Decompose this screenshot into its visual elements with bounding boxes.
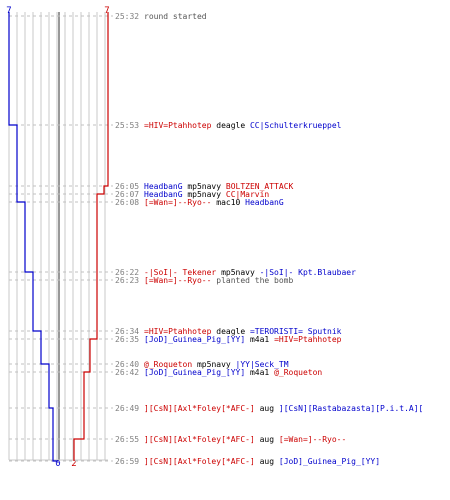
event-part: =HIV=Ptahhotep [144, 121, 212, 130]
event-part: planted the bomb [211, 276, 293, 285]
event-time: 26:34 [115, 327, 139, 336]
blue-end-count: 0 [55, 459, 60, 469]
red-start-count: 7 [104, 6, 109, 16]
event-part: deagle [211, 121, 250, 130]
event-time: 25:32 [115, 12, 139, 21]
event-text: HeadbanG mp5navy BOLTZEN_ATTACK [144, 182, 294, 191]
event-part: @_Roqueton [144, 360, 192, 369]
event-part: [=Wan=]--Ryo-- [144, 198, 211, 207]
event-time: 26:07 [115, 190, 139, 199]
event-part: m4a1 [245, 368, 274, 377]
event-text: round started [144, 12, 207, 21]
event-time: 26:49 [115, 404, 139, 413]
event-text: HeadbanG mp5navy CC|Marvin [144, 190, 269, 199]
event-part: aug [255, 404, 279, 413]
event-part: aug [255, 435, 279, 444]
event-part: [JoD]_Guinea_Pig_[YY] [144, 335, 245, 344]
event-time: 26:55 [115, 435, 139, 444]
event-part: mp5navy [183, 182, 226, 191]
event-text: -|SoI|- Tekener mp5navy -|SoI|- Kpt.Blau… [144, 268, 356, 277]
grid-lines [8, 12, 108, 461]
event-text: ][CsN][Axl*Foley[*AFC-] aug ][CsN][Rasta… [144, 404, 423, 413]
event-part: CC|Schulterkrueppel [250, 121, 342, 130]
event-time: 26:59 [115, 457, 139, 466]
event-part: round started [144, 12, 207, 21]
event-part: @_Roqueton [274, 368, 322, 377]
event-text: [=Wan=]--Ryo-- mac10 HeadbanG [144, 198, 284, 207]
event-part: mac10 [211, 198, 245, 207]
event-time: 26:22 [115, 268, 139, 277]
event-time: 26:23 [115, 276, 139, 285]
event-time: 26:08 [115, 198, 139, 207]
event-part: =HIV=Ptahhotep [144, 327, 212, 336]
event-text: @_Roqueton mp5navy |YY|Seck_TM [144, 360, 289, 369]
event-part: ][CsN][Axl*Foley[*AFC-] [144, 435, 255, 444]
blue-start-count: 7 [6, 6, 11, 16]
event-text: [JoD]_Guinea_Pig_[YY] m4a1 =HIV=Ptahhote… [144, 335, 342, 344]
event-part: =HIV=Ptahhotep [274, 335, 342, 344]
event-part: ][CsN][Axl*Foley[*AFC-] [144, 404, 255, 413]
event-time: 25:53 [115, 121, 139, 130]
event-part: m4a1 [245, 335, 274, 344]
event-part: =TERORISTI= Sputnik [250, 327, 342, 336]
event-time: 26:05 [115, 182, 139, 191]
event-part: -|SoI|- Tekener [144, 268, 216, 277]
event-part: BOLTZEN_ATTACK [226, 182, 294, 191]
alive-step-lines [8, 12, 109, 462]
event-part: [=Wan=]--Ryo-- [144, 276, 211, 285]
event-text: =HIV=Ptahhotep deagle CC|Schulterkrueppe… [144, 121, 342, 130]
event-guide-lines [9, 15, 113, 462]
event-text: [JoD]_Guinea_Pig_[YY] m4a1 @_Roqueton [144, 368, 322, 377]
event-part: HeadbanG [245, 198, 284, 207]
event-part: CC|Marvin [226, 190, 270, 199]
event-text: =HIV=Ptahhotep deagle =TERORISTI= Sputni… [144, 327, 342, 336]
event-time: 26:35 [115, 335, 139, 344]
event-part: [=Wan=]--Ryo-- [279, 435, 346, 444]
event-part: ][CsN][Axl*Foley[*AFC-] [144, 457, 255, 466]
event-part: mp5navy [216, 268, 259, 277]
event-part: aug [255, 457, 279, 466]
event-time: 26:42 [115, 368, 139, 377]
event-time: 26:40 [115, 360, 139, 369]
event-text: ][CsN][Axl*Foley[*AFC-] aug [JoD]_Guinea… [144, 457, 380, 466]
blue-team-alive-line [8, 12, 59, 462]
event-log: 25:32 round started 25:53 =HIV=Ptahhotep de… [115, 12, 423, 466]
red-team-alive-line [73, 12, 109, 461]
event-part: |YY|Seck_TM [236, 360, 289, 369]
event-part: [JoD]_Guinea_Pig_[YY] [144, 368, 245, 377]
event-part: ][CsN][Rastabazasta][P.i.t.A][ [279, 404, 424, 413]
event-text: ][CsN][Axl*Foley[*AFC-] aug [=Wan=]--Ryo… [144, 435, 346, 444]
red-end-count: 2 [71, 459, 76, 469]
event-text: [=Wan=]--Ryo-- planted the bomb [144, 276, 294, 285]
event-part: HeadbanG [144, 182, 183, 191]
event-part: -|SoI|- Kpt.Blaubaer [260, 268, 357, 277]
event-part: HeadbanG [144, 190, 183, 199]
event-part: mp5navy [192, 360, 235, 369]
event-part: mp5navy [183, 190, 226, 199]
event-part: deagle [211, 327, 250, 336]
event-part: [JoD]_Guinea_Pig_[YY] [279, 457, 380, 466]
